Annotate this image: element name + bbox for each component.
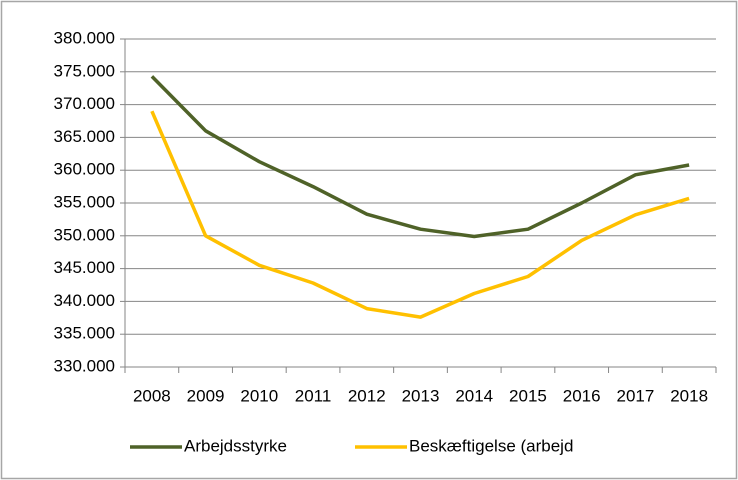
y-tick-label: 350.000 — [54, 225, 115, 244]
y-tick-label: 370.000 — [54, 94, 115, 113]
x-tick-label: 2008 — [133, 386, 171, 405]
y-tick-label: 365.000 — [54, 127, 115, 146]
y-tick-label: 355.000 — [54, 192, 115, 211]
legend-label: Arbejdsstyrke — [184, 436, 287, 455]
x-tick-label: 2017 — [616, 386, 654, 405]
x-tick-label: 2014 — [455, 386, 493, 405]
x-tick-label: 2012 — [348, 386, 386, 405]
y-tick-label: 380.000 — [54, 28, 115, 47]
x-tick-label: 2018 — [670, 386, 708, 405]
x-tick-label: 2013 — [402, 386, 440, 405]
series-line — [150, 110, 690, 319]
legend-label: Beskæftigelse (arbejd — [409, 436, 573, 455]
y-tick-label: 375.000 — [54, 61, 115, 80]
x-tick-label: 2011 — [295, 386, 332, 405]
y-tick-label: 335.000 — [54, 324, 115, 343]
x-tick-label: 2009 — [187, 386, 225, 405]
y-tick-label: 340.000 — [54, 291, 115, 310]
series-line — [150, 75, 690, 239]
x-tick-label: 2010 — [240, 386, 278, 405]
x-tick-label: 2016 — [563, 386, 601, 405]
y-tick-label: 360.000 — [54, 160, 115, 179]
y-tick-label: 330.000 — [54, 356, 115, 375]
y-tick-label: 345.000 — [54, 258, 115, 277]
x-tick-label: 2015 — [509, 386, 547, 405]
